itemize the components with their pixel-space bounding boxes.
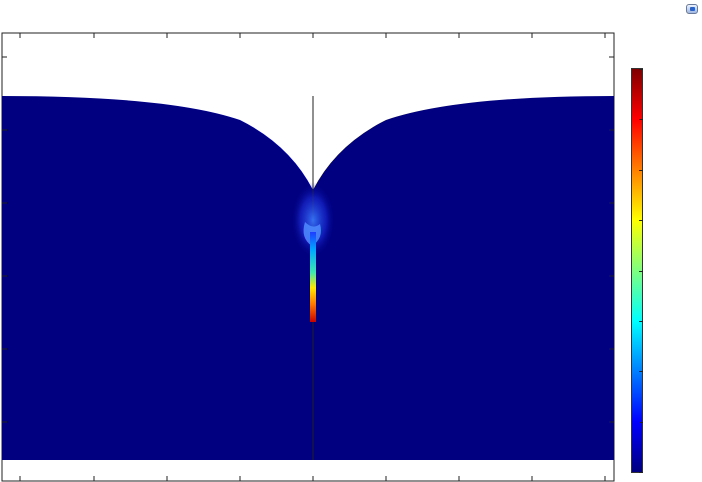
bottom-ticks xyxy=(19,476,606,481)
colorbar-tick xyxy=(639,321,643,322)
colorbar-tick xyxy=(639,220,643,221)
colorbar-tick xyxy=(639,170,643,171)
colorbar-tick xyxy=(639,472,643,473)
top-ticks xyxy=(19,33,606,38)
colorbar-tick xyxy=(639,69,643,70)
colorbar-tick xyxy=(639,422,643,423)
left-ticks xyxy=(2,56,7,423)
figure-window-icon[interactable] xyxy=(686,4,698,14)
colorbar xyxy=(631,68,643,473)
colorbar-tick xyxy=(639,271,643,272)
colorbar-tick xyxy=(639,119,643,120)
right-ticks xyxy=(609,56,614,423)
colorbar-tick xyxy=(639,371,643,372)
deformed-domain xyxy=(2,96,614,460)
crack-tip-field xyxy=(291,182,335,258)
crack-band xyxy=(310,232,316,322)
